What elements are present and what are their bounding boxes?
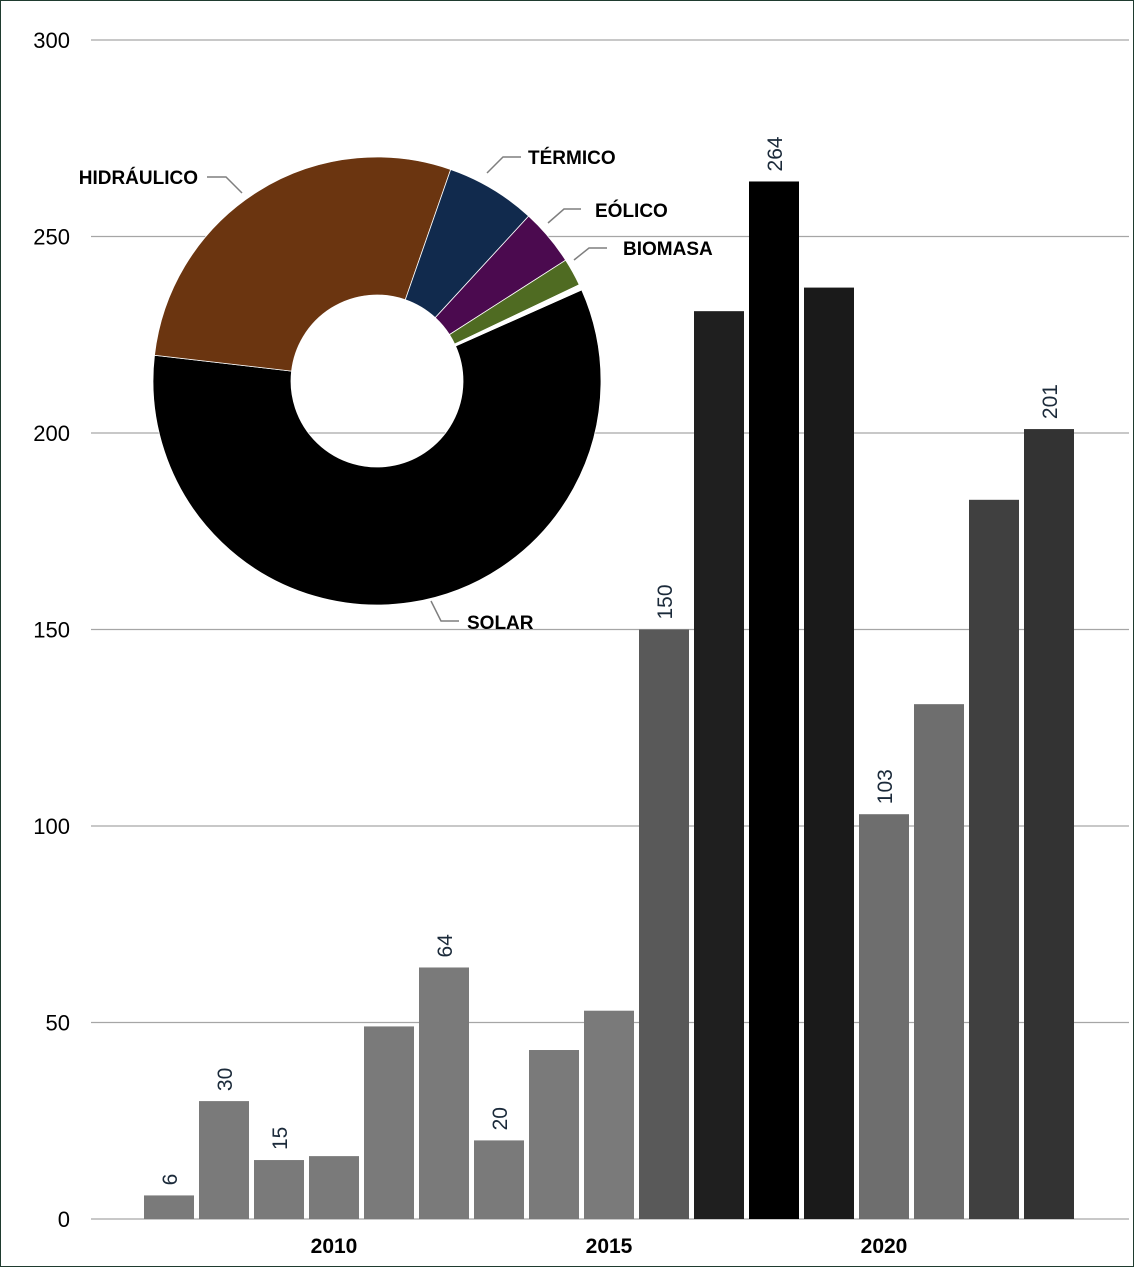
pie-label-eólico: EÓLICO (595, 200, 668, 222)
x-tick-label: 2020 (861, 1235, 908, 1258)
bar-2016 (639, 629, 689, 1219)
leader-line-solar (430, 600, 459, 622)
bar-2023 (1024, 429, 1074, 1219)
data-label-2013: 20 (489, 1107, 512, 1130)
bar-2018 (749, 181, 799, 1220)
data-label-2008: 30 (214, 1068, 237, 1091)
data-label-2016: 150 (654, 584, 677, 619)
pie-label-térmico: TÉRMICO (528, 147, 616, 169)
y-tick-label: 50 (46, 1011, 70, 1036)
bar-2010 (309, 1156, 359, 1219)
bar-2015 (584, 1010, 634, 1219)
bar-2017 (694, 311, 744, 1219)
pie-slice-hidráulico (154, 156, 452, 372)
bar-2020 (859, 814, 909, 1219)
y-tick-label: 200 (33, 421, 70, 446)
data-label-2012: 64 (434, 934, 457, 958)
bar-2011 (364, 1026, 414, 1219)
bar-2013 (474, 1140, 524, 1219)
pie-slice-solar (152, 289, 602, 606)
bar-2007 (144, 1195, 194, 1219)
bar-2021 (914, 704, 964, 1219)
y-tick-label: 300 (33, 28, 70, 53)
bar-2009 (254, 1160, 304, 1219)
pie-label-solar: SOLAR (467, 613, 534, 634)
pie-slice-other (454, 284, 583, 347)
bar-2012 (419, 967, 469, 1219)
x-tick-label: 2010 (311, 1235, 358, 1258)
leader-line-hidráulico (207, 176, 243, 194)
data-label-2009: 15 (269, 1127, 292, 1150)
data-label-2023: 201 (1039, 384, 1062, 419)
pie-label-hidráulico: HIDRÁULICO (79, 167, 198, 189)
pie-label-biomasa: BIOMASA (623, 239, 713, 260)
data-label-2018: 264 (764, 136, 787, 171)
y-tick-label: 250 (33, 225, 70, 250)
bar-2019 (804, 287, 854, 1220)
x-tick-label: 2015 (586, 1235, 633, 1258)
y-tick-label: 100 (33, 814, 70, 839)
leader-line-térmico (486, 156, 521, 174)
leader-line-eólico (547, 208, 581, 224)
bar-2022 (969, 499, 1019, 1219)
bar-2008 (199, 1101, 249, 1219)
leader-line-biomasa (573, 247, 607, 261)
data-label-2007: 6 (159, 1174, 182, 1186)
y-tick-label: 150 (33, 618, 70, 643)
y-tick-label: 0 (58, 1207, 70, 1232)
bar-2014 (529, 1050, 579, 1219)
data-label-2020: 103 (874, 769, 897, 804)
